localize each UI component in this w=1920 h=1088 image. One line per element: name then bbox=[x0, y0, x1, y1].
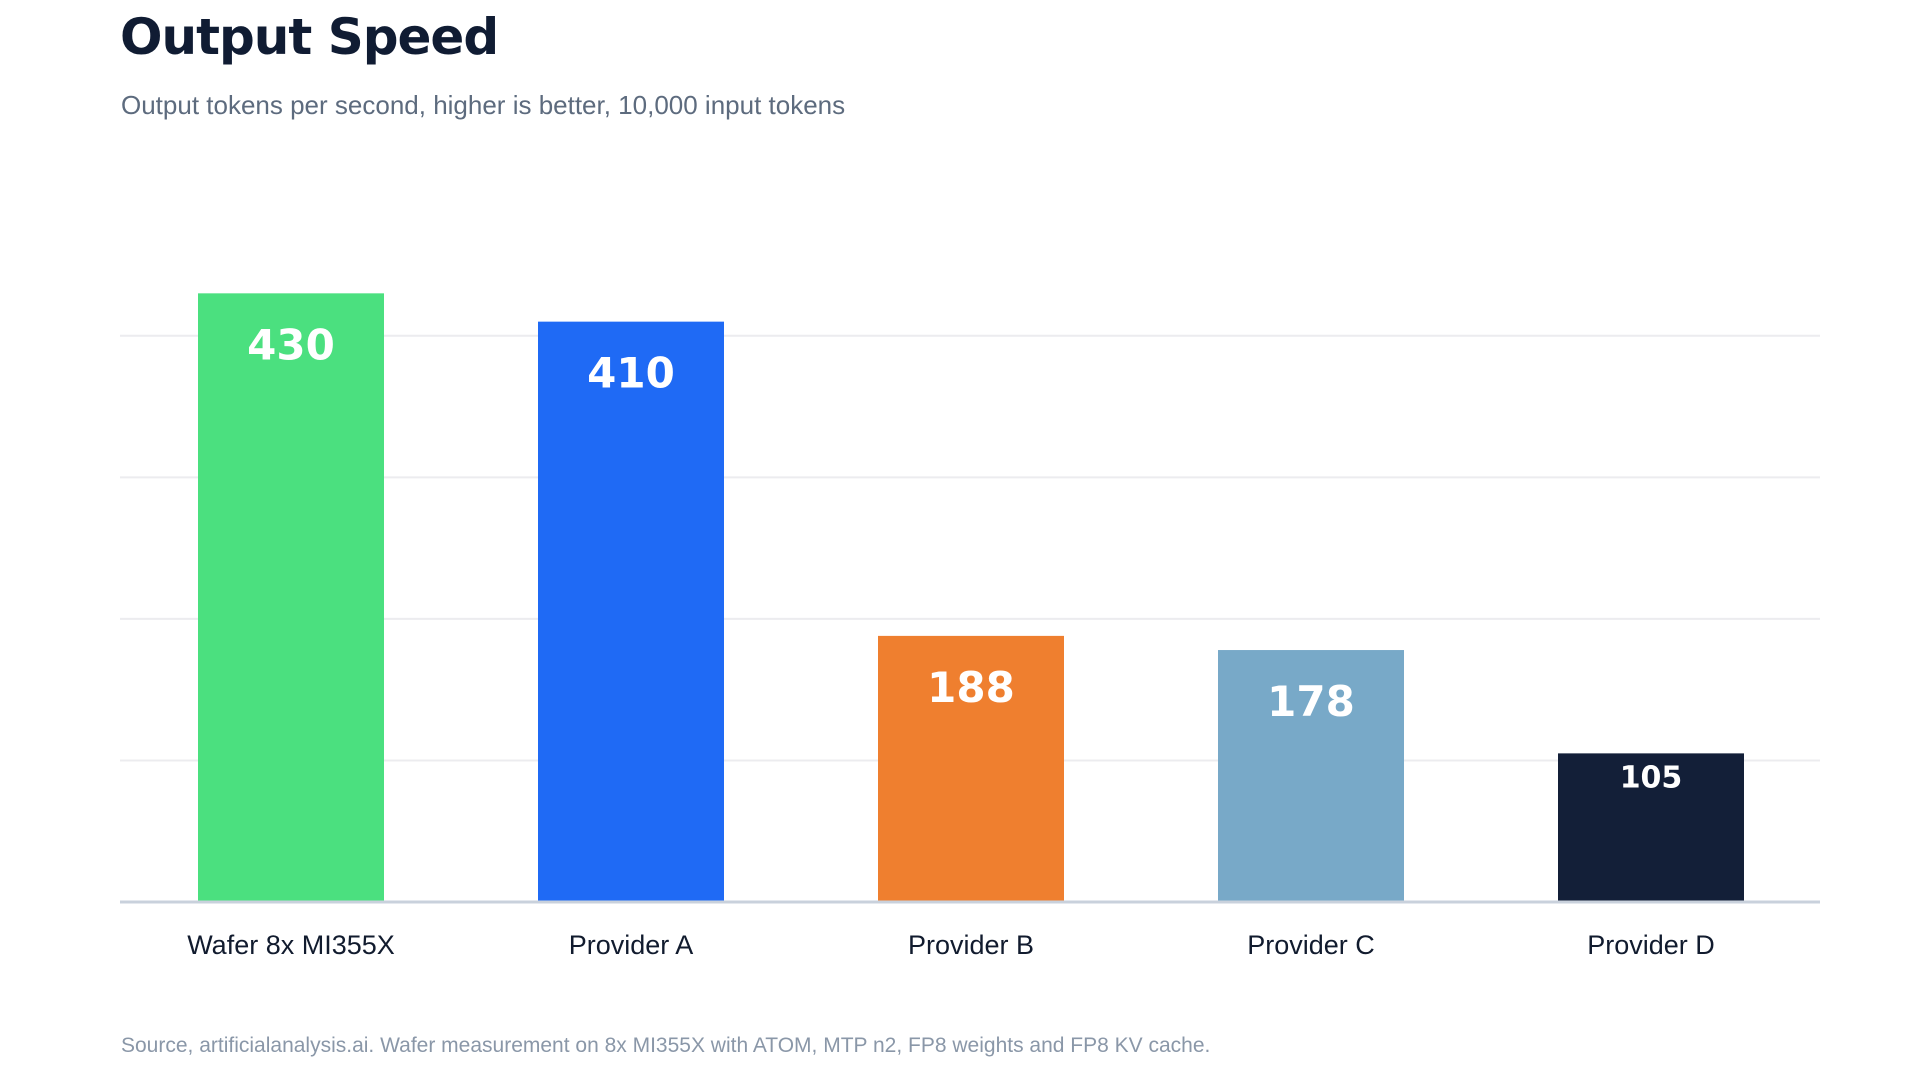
bar-4 bbox=[1218, 650, 1404, 902]
bar-value-label: 105 bbox=[1620, 760, 1683, 795]
bar-value-label: 410 bbox=[587, 349, 675, 398]
category-label: Wafer 8x MI355X bbox=[187, 930, 395, 960]
bar-value-label: 430 bbox=[247, 320, 335, 369]
category-label: Provider A bbox=[569, 930, 694, 960]
source-note: Source, artificialanalysis.ai. Wafer mea… bbox=[121, 1034, 1211, 1057]
category-label: Provider D bbox=[1587, 930, 1715, 960]
bar-1 bbox=[198, 293, 384, 903]
bar-value-label: 188 bbox=[927, 663, 1015, 712]
bar-3 bbox=[878, 635, 1064, 902]
bar-value-label: 178 bbox=[1267, 677, 1355, 726]
chart-title: Output Speed bbox=[120, 8, 499, 66]
bar-2 bbox=[538, 321, 724, 902]
category-label: Provider B bbox=[908, 930, 1034, 960]
category-label: Provider C bbox=[1247, 930, 1375, 960]
chart-subtitle: Output tokens per second, higher is bett… bbox=[121, 90, 846, 120]
bar-5 bbox=[1558, 753, 1744, 902]
